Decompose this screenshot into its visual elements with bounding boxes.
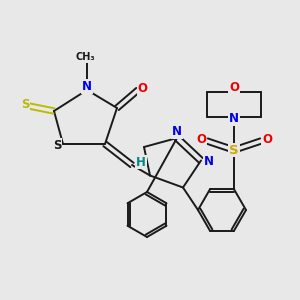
Text: S: S <box>229 143 239 157</box>
Text: S: S <box>21 98 30 112</box>
Text: N: N <box>203 155 214 169</box>
Text: O: O <box>229 81 239 94</box>
Text: N: N <box>172 125 182 138</box>
Text: O: O <box>196 133 206 146</box>
Text: N: N <box>229 112 239 125</box>
Text: O: O <box>262 133 272 146</box>
Text: CH₃: CH₃ <box>76 52 95 62</box>
Text: O: O <box>137 82 148 95</box>
Text: H: H <box>136 155 146 169</box>
Text: N: N <box>82 80 92 93</box>
Text: S: S <box>53 139 61 152</box>
